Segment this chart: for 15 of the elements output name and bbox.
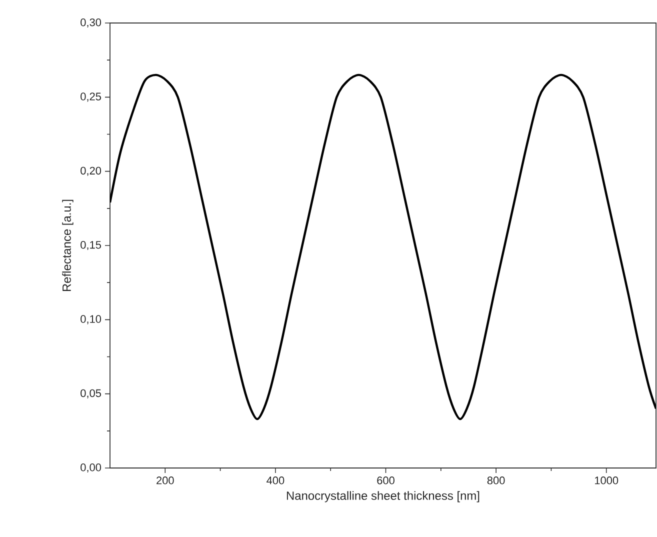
x-tick-label: 200 — [156, 476, 174, 484]
y-tick-label: 0,30 — [80, 18, 102, 28]
y-tick-label: 0,05 — [80, 389, 102, 398]
x-tick-label: 1000 — [595, 476, 618, 484]
x-axis-title: Nanocrystalline sheet thickness [nm] — [286, 491, 480, 502]
x-tick-label: 800 — [487, 476, 505, 484]
x-tick-label: 400 — [266, 476, 284, 484]
y-tick-label: 0,20 — [80, 166, 102, 176]
y-tick-label: 0,15 — [80, 240, 102, 250]
y-axis-title: Reflectance [a.u.] — [62, 200, 74, 292]
line-series — [110, 74, 656, 420]
y-tick-label: 0,00 — [80, 463, 102, 473]
y-tick-label: 0,25 — [80, 92, 102, 102]
y-tick-label: 0,10 — [80, 315, 102, 324]
x-tick-label: 600 — [377, 476, 394, 484]
